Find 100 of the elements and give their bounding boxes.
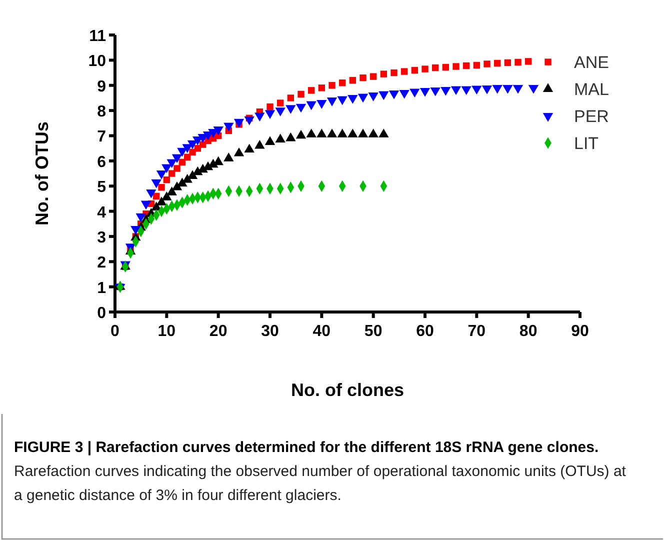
point: [388, 90, 400, 100]
x-axis-title: No. of clones: [290, 380, 404, 400]
x-tick-label: 60: [416, 323, 434, 340]
point: [182, 144, 192, 153]
point: [174, 165, 180, 172]
point: [156, 196, 167, 206]
point: [158, 184, 165, 191]
point: [162, 192, 172, 200]
point: [308, 87, 315, 94]
point: [224, 122, 234, 132]
y-tick-label: 8: [97, 104, 106, 121]
point: [440, 86, 451, 96]
x-tick-label: 30: [261, 323, 279, 340]
y-tick-label: 2: [97, 254, 106, 272]
point: [461, 86, 472, 96]
point: [370, 73, 377, 80]
point: [482, 85, 492, 94]
y-tick-label: 4: [97, 204, 106, 222]
x-tick-label: 50: [364, 323, 382, 340]
y-tick-label: 7: [97, 128, 106, 146]
point: [410, 88, 420, 98]
legend-label: ANE: [574, 53, 609, 72]
point: [390, 69, 398, 76]
point: [484, 60, 490, 68]
point: [432, 64, 439, 72]
point: [177, 178, 188, 187]
legend-label: PER: [574, 107, 609, 126]
point: [494, 60, 501, 67]
point: [360, 74, 366, 82]
point: [514, 58, 522, 66]
point: [430, 87, 440, 96]
point: [275, 108, 286, 116]
x-tick-label: 40: [312, 323, 331, 340]
y-tick-label: 0: [97, 305, 106, 322]
point: [296, 104, 306, 113]
y-tick-label: 9: [97, 78, 106, 96]
point: [378, 91, 389, 100]
y-tick-label: 1: [97, 280, 106, 297]
point: [298, 90, 304, 98]
x-tick-label: 80: [519, 323, 538, 340]
point: [276, 100, 284, 106]
point: [462, 62, 470, 70]
point: [512, 84, 524, 94]
x-tick-label: 90: [571, 323, 589, 340]
x-tick-label: 0: [110, 323, 120, 340]
point: [492, 84, 502, 94]
point: [472, 86, 482, 95]
y-tick-label: 6: [97, 154, 106, 171]
point: [452, 63, 460, 70]
point: [349, 76, 356, 84]
point: [328, 82, 336, 89]
point: [287, 94, 294, 102]
point: [306, 101, 316, 110]
point: [187, 140, 198, 150]
point: [264, 110, 276, 119]
point: [442, 64, 450, 71]
point: [152, 192, 160, 200]
y-tick-label: 5: [97, 179, 106, 196]
text: FIGURE 3 | Rarefaction curves determined for the different 18S rRNA gene clones.: [14, 439, 599, 456]
y-tick-label: 10: [88, 53, 106, 70]
point: [400, 68, 408, 75]
point: [163, 176, 170, 184]
point: [368, 92, 378, 102]
point: [337, 96, 348, 106]
point: [156, 170, 167, 180]
point: [172, 154, 182, 164]
point: [502, 84, 513, 94]
point: [234, 118, 244, 128]
point: [524, 58, 532, 65]
point: [338, 79, 346, 86]
point: [146, 189, 156, 198]
point: [162, 164, 172, 174]
point: [380, 70, 388, 78]
point: [166, 186, 177, 196]
point: [177, 148, 188, 157]
point: [266, 103, 274, 110]
point: [151, 179, 162, 188]
x-tick-label: 10: [158, 323, 176, 340]
point: [528, 84, 539, 94]
y-tick-label: 3: [97, 229, 106, 246]
point: [420, 88, 430, 97]
point: [422, 66, 428, 72]
point: [504, 59, 512, 66]
point: [213, 126, 224, 136]
point: [473, 62, 480, 69]
point: [286, 105, 296, 114]
point: [348, 95, 358, 104]
point: [244, 116, 254, 126]
point: [318, 84, 326, 92]
point: [168, 170, 176, 177]
y-axis-title: No. of OTUs: [32, 122, 52, 226]
x-tick-label: 20: [209, 323, 228, 340]
point: [411, 66, 418, 74]
legend-label: MAL: [574, 80, 609, 99]
point: [254, 112, 265, 122]
point: [326, 98, 338, 106]
point: [399, 90, 410, 99]
legend-label: LIT: [574, 134, 599, 153]
text: Rarefaction curves indicating the observed number of operational taxonomic units (OTUs) at a genetic distance of 3% in four different glaciers.: [14, 463, 627, 504]
point: [316, 100, 327, 109]
